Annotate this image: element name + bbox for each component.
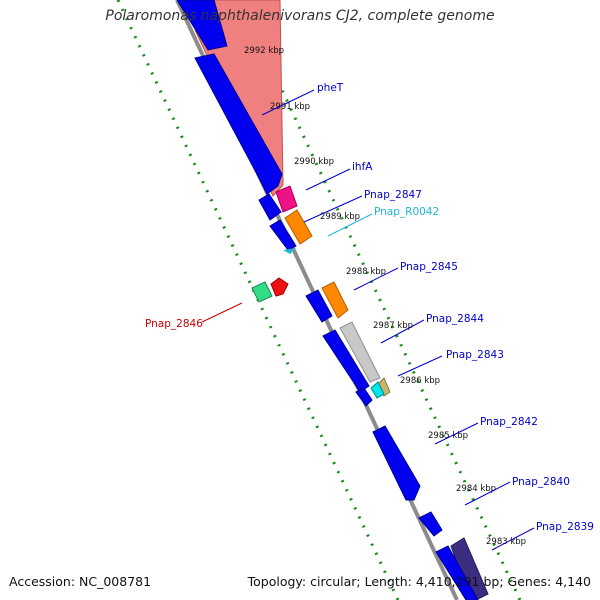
label-leader-Pnap-2842 <box>434 422 479 445</box>
gene-cds-bottom[interactable] <box>435 545 479 600</box>
label-leader-Pnap-2847 <box>303 195 363 223</box>
label-leader-pheT <box>261 89 315 116</box>
gene-ihfA[interactable] <box>275 185 298 213</box>
accession-label: Accession: NC_008781 <box>9 574 152 589</box>
gene-label-Pnap-2839[interactable]: Pnap_2839 <box>536 521 594 533</box>
label-leader-Pnap-2844 <box>380 319 425 344</box>
kbp-label: 2984 kbp <box>456 484 496 494</box>
gene-label-ihfA[interactable]: ihfA <box>352 161 373 173</box>
kbp-label: 2991 kbp <box>270 102 310 112</box>
gene-label-Pnap-2845[interactable]: Pnap_2845 <box>400 261 458 273</box>
gene-cds-cyan[interactable] <box>370 381 385 399</box>
gene-cds-top[interactable] <box>176 0 228 51</box>
kbp-label: 2992 kbp <box>244 46 284 56</box>
gene-label-Pnap-2843[interactable]: Pnap_2843 <box>446 349 504 361</box>
gene-Pnap-2847[interactable] <box>284 209 313 245</box>
label-leader-Pnap-2845 <box>353 267 399 291</box>
gene-Pnap-2842[interactable] <box>372 425 421 501</box>
topology-summary: Topology: circular; Length: 4,410,291 bp… <box>247 574 591 589</box>
gene-cds-small-2[interactable] <box>269 219 297 251</box>
label-leader-Pnap-2839 <box>491 527 535 551</box>
gene-cds-small-4[interactable] <box>355 387 373 407</box>
gene-Pnap-2846-a[interactable] <box>251 281 273 303</box>
gene-cds-mid[interactable] <box>322 329 370 393</box>
gene-label-pheT[interactable]: pheT <box>317 82 344 94</box>
kbp-label: 2989 kbp <box>320 212 360 222</box>
gene-label-Pnap-2840[interactable]: Pnap_2840 <box>512 476 570 488</box>
kbp-label: 2983 kbp <box>486 537 526 547</box>
gene-Pnap-2846-b[interactable] <box>270 277 289 297</box>
page-title: Polaromonas naphthalenivorans CJ2, compl… <box>105 8 495 24</box>
gene-label-Pnap-2846[interactable]: Pnap_2846 <box>145 318 203 330</box>
label-leader-Pnap-2846 <box>201 302 243 323</box>
kbp-label: 2986 kbp <box>400 376 440 386</box>
label-leader-Pnap-2840 <box>464 481 511 506</box>
gene-cds-small-3[interactable] <box>305 289 333 323</box>
gene-cds-small-1[interactable] <box>258 193 282 221</box>
gene-Pnap-2840[interactable] <box>418 511 443 537</box>
outer-tick-line <box>238 0 522 600</box>
gene-label-Pnap-R0042[interactable]: Pnap_R0042 <box>374 206 439 218</box>
gene-Pnap-2844[interactable] <box>339 321 381 383</box>
gene-cds-long[interactable] <box>194 53 283 195</box>
kbp-label: 2987 kbp <box>373 321 413 331</box>
kbp-label: 2985 kbp <box>428 431 468 441</box>
gene-label-Pnap-2847[interactable]: Pnap_2847 <box>364 189 422 201</box>
kbp-label: 2988 kbp <box>346 267 386 277</box>
label-leader-Pnap-2843 <box>397 355 443 377</box>
label-leader-ihfA <box>305 168 351 191</box>
gene-label-Pnap-2842[interactable]: Pnap_2842 <box>480 416 538 428</box>
gene-Pnap-2845[interactable] <box>321 281 349 319</box>
kbp-label: 2990 kbp <box>294 157 334 167</box>
label-leader-Pnap-R0042 <box>327 213 373 237</box>
gene-label-Pnap-2844[interactable]: Pnap_2844 <box>426 313 484 325</box>
gene-Pnap-R0042[interactable] <box>283 248 296 254</box>
